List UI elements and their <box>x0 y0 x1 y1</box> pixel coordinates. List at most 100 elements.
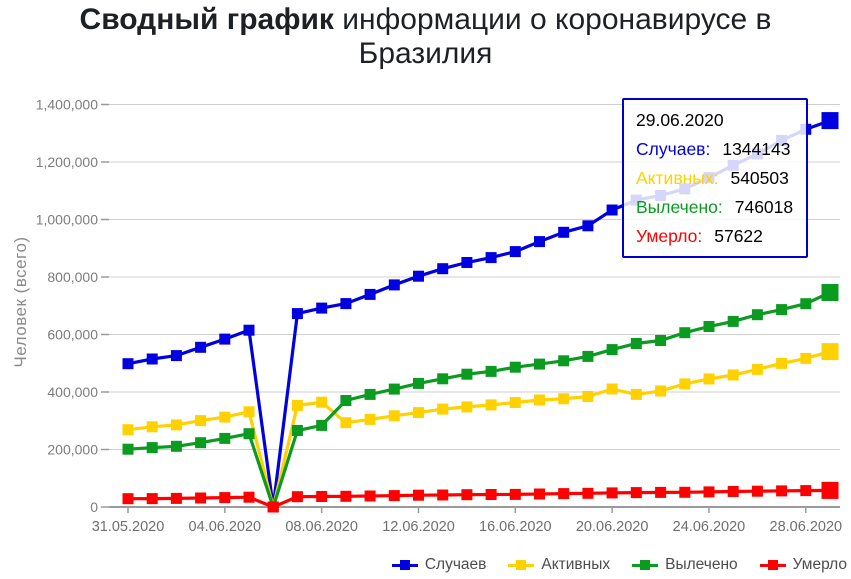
marker-deaths <box>776 485 788 497</box>
marker-active <box>776 357 788 369</box>
marker-deaths <box>291 491 303 503</box>
marker-active <box>630 388 642 400</box>
marker-deaths <box>558 488 570 500</box>
tooltip-row-recovered: Вылечено: 746018 <box>636 193 794 222</box>
page-title-rest: информации о коронавирусе в <box>333 3 772 36</box>
marker-active <box>703 373 715 385</box>
legend-marker-deaths <box>759 559 786 571</box>
marker-deaths <box>509 488 521 500</box>
marker-recovered <box>388 383 400 395</box>
marker-active <box>243 406 255 418</box>
marker-deaths <box>316 491 328 502</box>
legend-item-cases[interactable]: Случаев <box>391 556 486 574</box>
marker-cases <box>146 353 158 365</box>
legend-item-deaths[interactable]: Умерло <box>759 556 847 574</box>
marker-recovered <box>437 373 449 385</box>
svg-text:1,000,000: 1,000,000 <box>36 212 98 228</box>
legend-marker-cases <box>391 559 418 571</box>
marker-recovered <box>679 327 691 339</box>
tooltip-label-deaths: Умерло: <box>636 226 703 246</box>
marker-recovered <box>219 432 231 444</box>
marker-recovered <box>655 335 667 346</box>
marker-deaths <box>655 486 667 498</box>
svg-text:12.06.2020: 12.06.2020 <box>382 519 455 535</box>
svg-text:200,000: 200,000 <box>47 442 98 458</box>
legend-item-recovered[interactable]: Вылечено <box>632 556 738 574</box>
page-title-bold: Сводный график <box>79 3 334 36</box>
marker-cases <box>413 270 424 282</box>
marker-recovered <box>340 395 352 406</box>
marker-recovered <box>509 361 521 373</box>
marker-active <box>485 399 497 411</box>
marker-active <box>800 352 812 364</box>
marker-deaths <box>485 489 497 500</box>
page-title-line2: Бразилия <box>358 37 493 70</box>
svg-text:400,000: 400,000 <box>47 384 98 400</box>
marker-recovered <box>727 315 739 327</box>
marker-cases <box>534 236 545 248</box>
marker-deaths <box>821 481 839 499</box>
marker-deaths <box>751 485 763 497</box>
marker-active <box>122 424 134 436</box>
series-active[interactable] <box>122 343 839 513</box>
tooltip-label-recovered: Вылечено: <box>636 197 723 217</box>
marker-active <box>751 363 763 375</box>
marker-recovered <box>800 298 812 310</box>
svg-text:1,400,000: 1,400,000 <box>36 97 98 113</box>
marker-cases <box>195 341 207 353</box>
tooltip-value-deaths: 57622 <box>714 226 763 246</box>
marker-recovered <box>630 338 642 349</box>
marker-recovered <box>316 419 328 431</box>
svg-text:0: 0 <box>90 499 98 515</box>
svg-text:04.06.2020: 04.06.2020 <box>189 519 262 535</box>
marker-active <box>316 396 328 408</box>
marker-recovered <box>606 344 618 356</box>
marker-deaths <box>606 487 618 499</box>
svg-text:08.06.2020: 08.06.2020 <box>285 519 358 535</box>
legend-label-recovered: Вылечено <box>665 556 738 573</box>
svg-text:800,000: 800,000 <box>47 269 98 285</box>
marker-deaths <box>122 493 134 505</box>
svg-text:20.06.2020: 20.06.2020 <box>576 519 649 535</box>
marker-active <box>582 391 594 402</box>
marker-recovered <box>534 358 545 370</box>
marker-active <box>821 343 839 361</box>
marker-recovered <box>170 440 182 452</box>
marker-deaths <box>364 490 376 502</box>
legend-marker-active <box>508 559 535 571</box>
marker-deaths <box>219 492 231 504</box>
marker-deaths <box>437 489 449 501</box>
tooltip-label-cases: Случаев: <box>636 139 711 159</box>
marker-deaths <box>800 485 812 497</box>
marker-recovered <box>751 309 763 321</box>
marker-recovered <box>413 377 424 389</box>
marker-active <box>558 393 570 405</box>
marker-recovered <box>243 428 255 440</box>
tooltip-label-active: Активных: <box>636 168 719 188</box>
series-recovered[interactable] <box>122 284 839 513</box>
marker-deaths <box>170 492 182 504</box>
marker-active <box>437 403 449 415</box>
marker-cases <box>291 308 303 320</box>
marker-cases <box>558 226 570 238</box>
marker-active <box>534 394 545 406</box>
marker-active <box>364 413 376 425</box>
marker-active <box>509 397 521 408</box>
marker-cases <box>485 252 497 264</box>
series-deaths[interactable] <box>122 481 839 513</box>
legend-item-active[interactable]: Активных <box>508 556 610 574</box>
marker-active <box>727 369 739 381</box>
svg-text:1,200,000: 1,200,000 <box>36 154 98 170</box>
marker-recovered <box>291 425 303 436</box>
marker-recovered <box>195 437 207 449</box>
svg-text:31.05.2020: 31.05.2020 <box>92 519 165 535</box>
marker-recovered <box>485 365 497 377</box>
marker-cases <box>219 333 231 345</box>
marker-deaths <box>630 487 642 499</box>
marker-active <box>655 385 667 397</box>
tooltip-row-active: Активных: 540503 <box>636 164 794 193</box>
marker-deaths <box>727 486 739 497</box>
marker-recovered <box>122 443 134 455</box>
marker-deaths <box>461 489 473 501</box>
